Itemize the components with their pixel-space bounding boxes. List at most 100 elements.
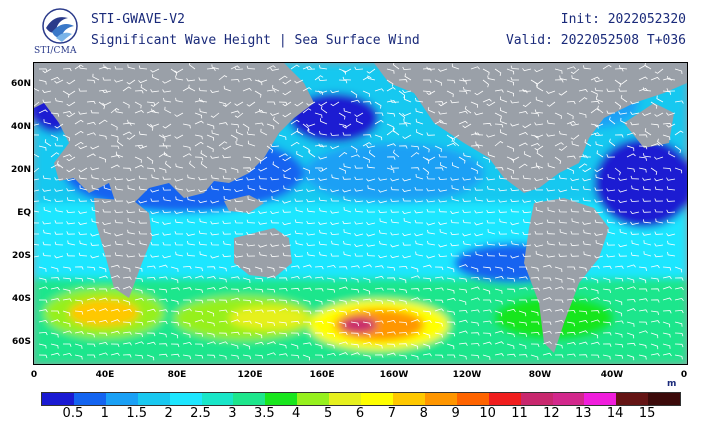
wind-barb — [666, 123, 676, 128]
wind-barb — [314, 288, 324, 292]
wind-barb — [650, 123, 660, 128]
wind-barb — [170, 321, 180, 326]
wind-barb — [390, 186, 400, 191]
wind-barb — [618, 221, 628, 226]
wind-barb — [390, 165, 400, 169]
wind-barb — [338, 79, 348, 84]
wind-barb — [386, 112, 396, 117]
colorbar-tick-label: 15 — [638, 406, 656, 421]
wind-barb — [182, 123, 191, 129]
wind-barb — [98, 332, 108, 337]
wind-barb — [78, 145, 88, 150]
lon-label-120e: 120E — [237, 370, 263, 380]
wind-barb — [470, 167, 478, 174]
wind-barb — [438, 176, 448, 181]
wind-barb — [165, 160, 172, 169]
wind-barb — [122, 101, 130, 109]
wind-barb — [446, 343, 455, 350]
wind-barb — [450, 134, 460, 140]
wind-barb — [499, 218, 508, 224]
wind-barb — [446, 266, 455, 273]
wind-barb — [583, 241, 592, 246]
wind-barb — [638, 330, 648, 334]
wind-barb — [402, 232, 412, 237]
wind-barb — [78, 198, 88, 202]
wind-barb — [606, 219, 616, 224]
wind-barb — [210, 255, 220, 259]
wind-barb — [270, 189, 280, 193]
wind-barb — [386, 352, 396, 356]
wind-barb — [295, 207, 304, 213]
wind-barb — [609, 138, 616, 147]
wind-barb — [230, 319, 240, 323]
wind-barb — [402, 255, 412, 259]
wind-barb — [642, 87, 652, 92]
wind-barb — [338, 331, 348, 336]
wind-barb — [546, 90, 556, 94]
wind-barb — [290, 141, 300, 147]
wind-barb — [654, 156, 664, 160]
wind-barb — [451, 63, 460, 70]
wind-barb — [175, 163, 184, 169]
wind-barb — [74, 343, 83, 349]
wind-barb — [374, 309, 384, 314]
wind-barb — [482, 156, 490, 163]
wind-barb — [158, 134, 166, 142]
wind-barb — [98, 119, 108, 125]
wind-barb — [446, 297, 456, 301]
colorbar-swatch — [297, 393, 330, 405]
wind-barb — [362, 288, 371, 295]
wind-barb — [210, 232, 220, 236]
wind-barb — [643, 240, 652, 246]
wind-barb — [242, 77, 252, 82]
wind-barb — [55, 97, 64, 103]
wind-barb — [354, 112, 364, 117]
wind-barb — [614, 299, 623, 306]
wind-barb — [374, 332, 384, 336]
wind-barb — [246, 210, 256, 214]
wind-barb — [618, 111, 628, 115]
wind-barb — [199, 218, 208, 224]
wind-barb — [438, 68, 448, 72]
wind-barb — [631, 185, 640, 191]
colorbar-swatch — [456, 393, 489, 405]
wind-barb — [302, 332, 311, 338]
wind-barb — [434, 287, 444, 291]
wind-barb — [343, 163, 352, 169]
wind-barb — [354, 208, 364, 213]
wind-barb — [266, 145, 274, 154]
wind-barb — [438, 111, 448, 115]
wind-barb — [206, 299, 216, 303]
wind-barb — [211, 64, 220, 70]
wind-barb — [330, 101, 340, 107]
wind-barb — [414, 199, 424, 203]
wind-barb — [594, 219, 604, 224]
wind-barb — [342, 220, 352, 225]
wind-barb — [570, 68, 580, 74]
wind-barb — [290, 287, 300, 292]
wind-barb — [447, 354, 456, 358]
wind-barb — [187, 174, 196, 180]
wind-barb — [134, 332, 143, 337]
wind-barb — [206, 266, 216, 270]
wind-barb — [458, 319, 468, 323]
wind-barb — [626, 342, 636, 347]
wind-barb — [494, 321, 504, 325]
wind-barb — [614, 332, 623, 338]
wind-barb — [398, 112, 405, 121]
wind-barb — [450, 252, 460, 257]
wind-barb — [606, 254, 616, 258]
wind-barb — [86, 343, 96, 348]
wind-barb — [428, 107, 436, 114]
wind-barb — [306, 208, 316, 213]
wind-barb — [594, 79, 604, 83]
wind-barb — [410, 343, 419, 350]
wind-barb — [558, 189, 568, 193]
wind-barb — [518, 343, 527, 350]
wind-barb — [534, 187, 543, 191]
wind-barb — [638, 277, 647, 284]
wind-barb — [606, 88, 616, 92]
wind-barb — [210, 112, 220, 118]
wind-barb — [62, 352, 72, 357]
wind-barb — [522, 188, 532, 192]
